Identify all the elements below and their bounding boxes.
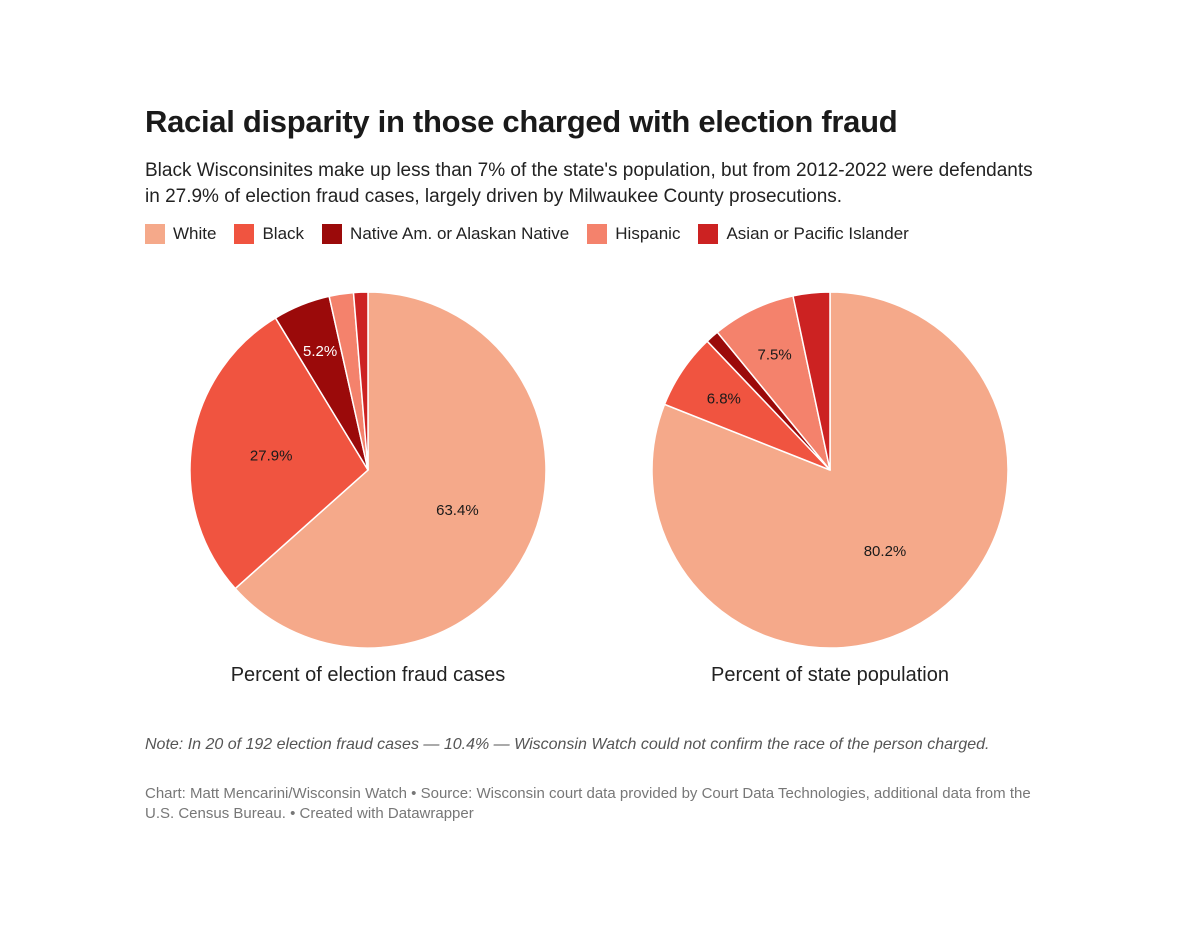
pie-label-native-am-or-alaskan-native: 5.2% (303, 343, 337, 360)
legend-item-white: White (145, 224, 216, 244)
legend-label-hispanic: Hispanic (615, 224, 681, 243)
legend-swatch-native (322, 224, 343, 244)
legend-swatch-black (234, 224, 255, 244)
legend-label-asian: Asian or Pacific Islander (726, 224, 909, 243)
chart-note: Note: In 20 of 192 election fraud cases … (145, 736, 990, 753)
legend-label-black: Black (262, 224, 305, 243)
pie-label-black: 27.9% (250, 448, 293, 465)
legend-swatch-white (145, 224, 165, 244)
pie-caption-election-fraud-cases: Percent of election fraud cases (230, 664, 506, 686)
pie-slice-white (651, 291, 1009, 649)
pie-label-hispanic: 7.5% (757, 347, 791, 364)
pie-label-white: 80.2% (864, 543, 907, 560)
legend-item-asian: Asian or Pacific Islander (698, 224, 909, 244)
pie-slice-asian-or-pacific-islander (352, 291, 369, 471)
legend-label-native: Native Am. or Alaskan Native (350, 224, 570, 243)
legend-item-native: Native Am. or Alaskan Native (322, 224, 569, 244)
legend-item-hispanic: Hispanic (587, 224, 680, 244)
chart-title: Racial disparity in those charged with e… (145, 104, 898, 139)
chart-subtitle: Black Wisconsinites make up less than 7%… (145, 160, 1033, 207)
legend-item-black: Black (234, 224, 304, 244)
legend: White Black Native Am. or Alaskan Native… (145, 224, 927, 244)
pie-slice-black (189, 316, 369, 590)
legend-swatch-asian (698, 224, 719, 244)
pie-label-white: 63.4% (436, 502, 479, 519)
pie-slice-white (234, 291, 547, 649)
pie-chart-state-population: 80.2% 6.8% 7.5% (651, 291, 1009, 649)
pie-caption-state-population: Percent of state population (711, 664, 949, 686)
pie-label-black: 6.8% (707, 390, 741, 407)
legend-swatch-hispanic (587, 224, 608, 244)
legend-label-white: White (173, 224, 217, 243)
chart-source: Chart: Matt Mencarini/Wisconsin Watch • … (145, 785, 1031, 822)
pie-slice-asian-or-pacific-islander (792, 291, 831, 471)
pie-chart-election-fraud-cases: 63.4% 27.9% 5.2% (189, 291, 547, 649)
